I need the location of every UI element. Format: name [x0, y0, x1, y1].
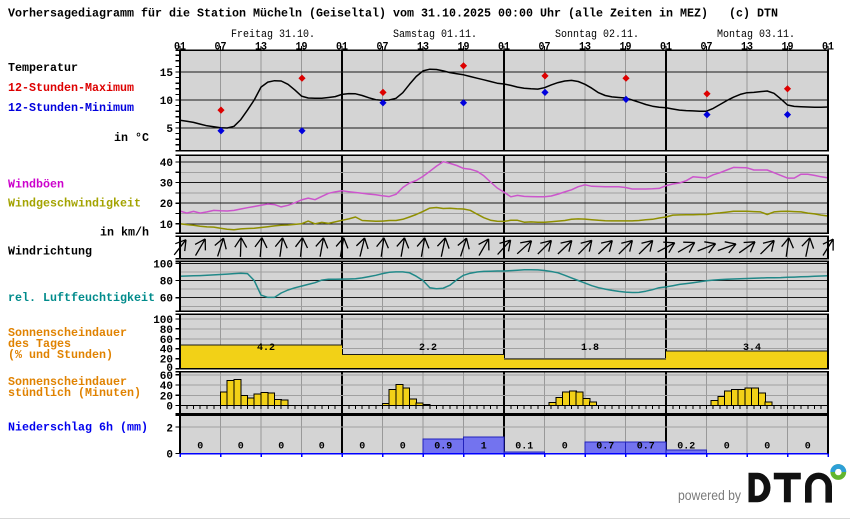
svg-text:19: 19 — [782, 42, 794, 54]
svg-text:40: 40 — [160, 158, 173, 170]
svg-text:Sonnenscheindauer: Sonnenscheindauer — [8, 326, 127, 340]
svg-text:10: 10 — [160, 96, 173, 108]
svg-text:19: 19 — [296, 42, 308, 54]
svg-text:0: 0 — [278, 442, 284, 453]
svg-text:rel. Luftfeuchtigkeit: rel. Luftfeuchtigkeit — [8, 291, 155, 305]
svg-text:20: 20 — [160, 391, 173, 403]
svg-text:0: 0 — [166, 402, 173, 414]
svg-text:0: 0 — [764, 442, 770, 453]
svg-text:0: 0 — [805, 442, 811, 453]
svg-text:12-Stunden-Maximum: 12-Stunden-Maximum — [8, 81, 134, 95]
svg-text:des Tages: des Tages — [8, 337, 71, 351]
svg-text:13: 13 — [741, 42, 753, 54]
svg-text:40: 40 — [160, 345, 173, 357]
svg-text:0.9: 0.9 — [434, 442, 452, 453]
svg-text:15: 15 — [160, 68, 174, 80]
svg-text:19: 19 — [458, 42, 470, 54]
svg-text:10: 10 — [160, 220, 173, 232]
svg-text:in km/h: in km/h — [100, 226, 149, 240]
svg-text:in °C: in °C — [114, 131, 149, 145]
svg-text:1.8: 1.8 — [581, 343, 599, 354]
svg-text:0.7: 0.7 — [637, 442, 655, 453]
svg-text:30: 30 — [160, 179, 173, 191]
svg-text:Windrichtung: Windrichtung — [8, 245, 92, 259]
svg-text:0: 0 — [238, 442, 244, 453]
svg-text:Sonntag 02.11.: Sonntag 02.11. — [555, 29, 639, 41]
svg-text:13: 13 — [417, 42, 429, 54]
svg-text:Freitag 31.10.: Freitag 31.10. — [231, 29, 315, 41]
svg-text:0: 0 — [197, 442, 203, 453]
svg-text:Windgeschwindigkeit: Windgeschwindigkeit — [8, 197, 141, 211]
svg-text:Niederschlag 6h (mm): Niederschlag 6h (mm) — [8, 421, 148, 435]
svg-text:0: 0 — [166, 363, 173, 375]
svg-text:(% und Stunden): (% und Stunden) — [8, 348, 113, 362]
svg-text:07: 07 — [215, 42, 227, 54]
svg-text:60: 60 — [160, 294, 173, 306]
svg-text:60: 60 — [160, 371, 173, 383]
svg-text:07: 07 — [539, 42, 551, 54]
svg-text:Samstag 01.11.: Samstag 01.11. — [393, 29, 477, 41]
svg-text:5: 5 — [166, 124, 173, 136]
svg-text:80: 80 — [160, 277, 173, 289]
svg-text:40: 40 — [160, 381, 173, 393]
svg-text:0.1: 0.1 — [515, 442, 533, 453]
svg-text:19: 19 — [620, 42, 632, 54]
svg-text:powered by: powered by — [678, 488, 741, 503]
svg-text:3.4: 3.4 — [743, 343, 761, 354]
svg-text:Windböen: Windböen — [8, 178, 64, 192]
svg-text:Montag 03.11.: Montag 03.11. — [717, 29, 795, 41]
svg-text:01: 01 — [498, 42, 510, 54]
svg-text:0: 0 — [319, 442, 325, 453]
svg-text:07: 07 — [377, 42, 389, 54]
svg-text:01: 01 — [660, 42, 672, 54]
svg-text:01: 01 — [336, 42, 348, 54]
svg-text:0: 0 — [400, 442, 406, 453]
svg-text:60: 60 — [160, 335, 173, 347]
svg-text:0.7: 0.7 — [596, 442, 614, 453]
svg-text:100: 100 — [153, 259, 173, 271]
svg-text:01: 01 — [174, 42, 186, 54]
svg-text:4.2: 4.2 — [257, 343, 275, 354]
svg-text:2.2: 2.2 — [419, 343, 437, 354]
svg-text:Vorhersagediagramm für die Sta: Vorhersagediagramm für die Station Müche… — [8, 7, 778, 21]
svg-text:100: 100 — [153, 315, 173, 327]
svg-text:Temperatur: Temperatur — [8, 61, 78, 75]
svg-text:0: 0 — [166, 450, 173, 462]
svg-text:0: 0 — [724, 442, 730, 453]
svg-text:07: 07 — [701, 42, 713, 54]
svg-text:1: 1 — [481, 442, 487, 453]
svg-text:01: 01 — [822, 42, 834, 54]
svg-text:13: 13 — [579, 42, 591, 54]
svg-text:12-Stunden-Minimum: 12-Stunden-Minimum — [8, 101, 134, 115]
svg-text:13: 13 — [255, 42, 267, 54]
svg-text:20: 20 — [160, 199, 173, 211]
svg-text:stündlich (Minuten): stündlich (Minuten) — [8, 386, 141, 400]
svg-text:0.2: 0.2 — [677, 442, 695, 453]
svg-text:Sonnenscheindauer: Sonnenscheindauer — [8, 375, 127, 389]
svg-text:20: 20 — [160, 355, 173, 367]
svg-text:0: 0 — [562, 442, 568, 453]
svg-text:80: 80 — [160, 325, 173, 337]
svg-text:2: 2 — [166, 423, 173, 435]
svg-text:0: 0 — [359, 442, 365, 453]
